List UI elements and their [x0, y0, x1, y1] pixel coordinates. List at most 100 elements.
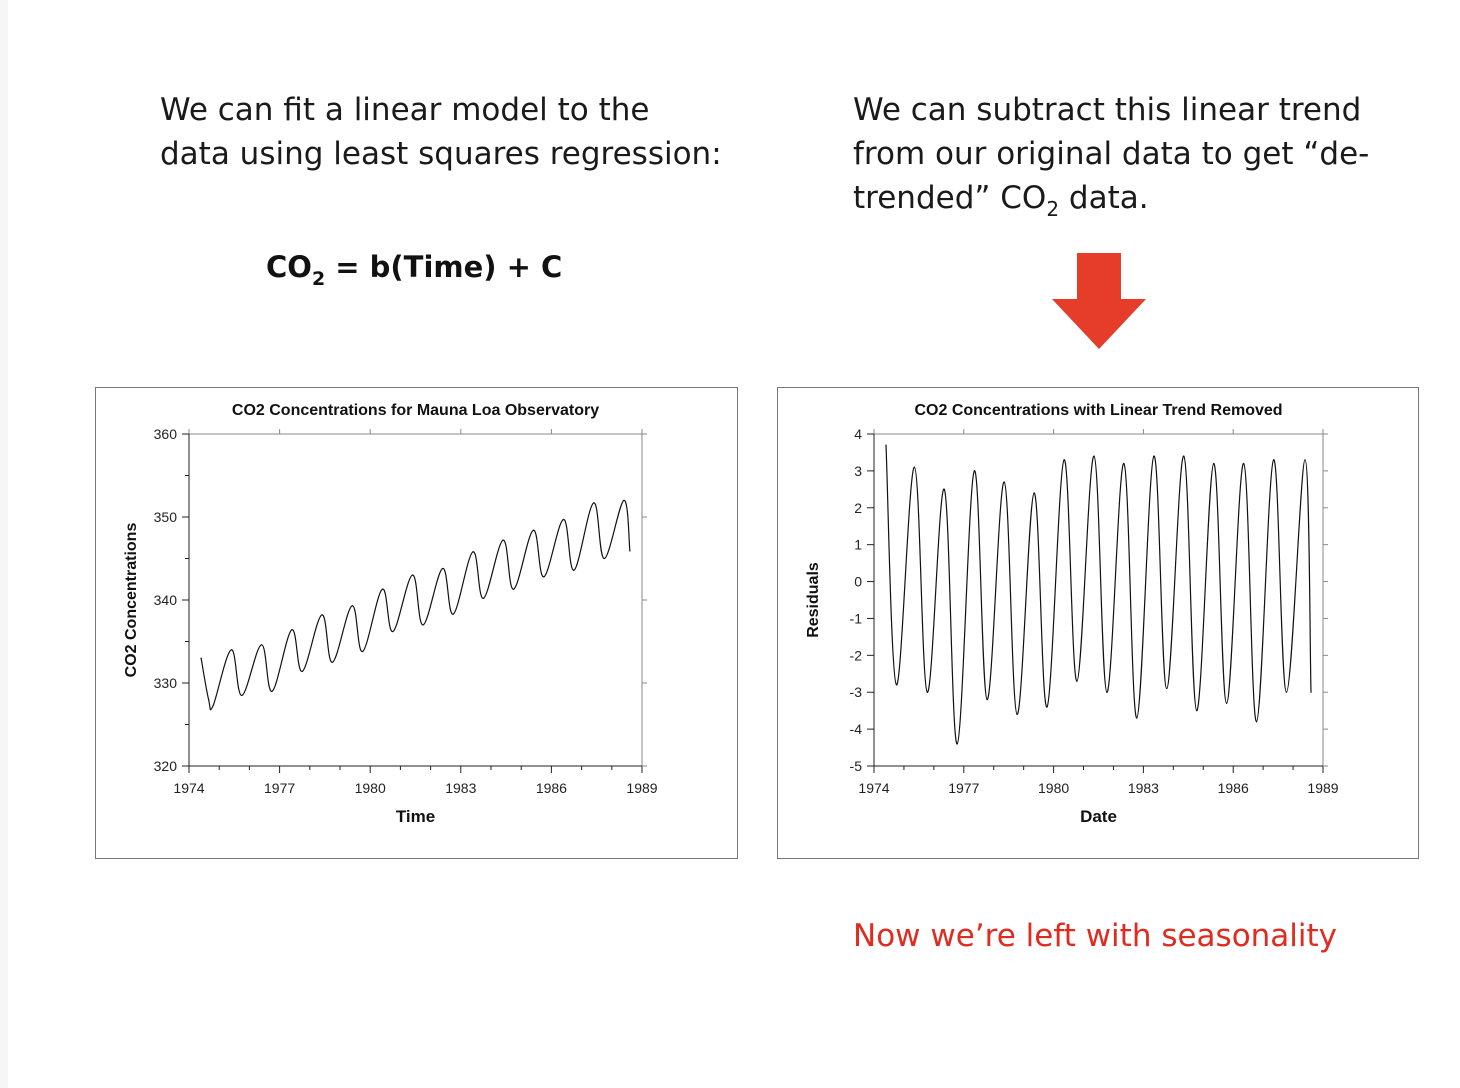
right-paragraph-text: trended” CO — [853, 180, 1047, 216]
data-point — [271, 690, 273, 692]
right-paragraph-text: data. — [1059, 180, 1149, 216]
data-point — [603, 557, 605, 560]
x-tick-label: 1986 — [536, 780, 567, 796]
data-point — [1213, 462, 1215, 465]
y-tick-label: 330 — [154, 675, 178, 691]
x-tick-label: 1980 — [355, 780, 386, 796]
regression-equation: CO2 = b(Time) + C — [266, 250, 562, 290]
x-tick-label: 1989 — [626, 780, 657, 796]
data-point — [986, 699, 988, 701]
data-point — [502, 539, 504, 541]
data-point — [1153, 455, 1155, 457]
data-point — [1136, 717, 1138, 719]
residuals-chart-svg: CO2 Concentrations with Linear Trend Rem… — [805, 402, 1339, 826]
data-point — [1273, 459, 1275, 461]
slide: We can fit a linear model to the data us… — [8, 0, 1460, 1088]
y-tick-label: 3 — [854, 463, 862, 479]
data-point — [513, 588, 515, 590]
data-point — [381, 588, 383, 590]
data-point — [1166, 687, 1168, 690]
y-tick-label: 340 — [154, 592, 178, 608]
data-point — [301, 670, 303, 672]
data-point — [885, 444, 887, 446]
data-point — [943, 488, 945, 490]
series-line — [885, 445, 1312, 745]
data-point — [452, 613, 454, 615]
right-paragraph-line: from our original data to get “de- — [853, 136, 1370, 172]
data-point — [532, 529, 534, 531]
series-line — [200, 499, 631, 711]
data-point — [1304, 459, 1306, 461]
y-tick-label: 4 — [854, 426, 862, 442]
equation-rhs: = b(Time) + C — [325, 250, 563, 284]
chart-title: CO2 Concentrations with Linear Trend Rem… — [914, 402, 1282, 419]
data-point — [321, 614, 323, 616]
data-point — [291, 629, 293, 631]
residuals-chart: CO2 Concentrations with Linear Trend Rem… — [777, 387, 1419, 859]
equation-lhs: CO — [266, 250, 312, 284]
data-point — [562, 518, 565, 521]
x-tick-label: 1989 — [1307, 780, 1338, 796]
y-tick-label: -3 — [850, 684, 863, 700]
right-paragraph-line: We can subtract this linear trend — [853, 92, 1362, 128]
data-point — [1106, 691, 1108, 693]
data-point — [926, 691, 928, 693]
subscript: 2 — [1046, 197, 1060, 221]
x-tick-label: 1977 — [264, 780, 295, 796]
data-point — [1123, 462, 1125, 465]
y-tick-label: -2 — [850, 647, 863, 663]
data-point — [472, 551, 474, 553]
data-point — [1063, 459, 1065, 461]
x-tick-label: 1974 — [858, 780, 889, 796]
y-axis-label: CO2 Concentrations — [123, 523, 140, 678]
right-paragraph: We can subtract this linear trend from o… — [853, 88, 1413, 231]
y-tick-label: -1 — [850, 610, 863, 626]
x-tick-label: 1974 — [173, 780, 204, 796]
y-tick-label: 320 — [154, 758, 178, 774]
y-tick-label: 350 — [154, 509, 178, 525]
data-point — [913, 466, 916, 468]
data-point — [1093, 455, 1095, 457]
data-point — [1310, 691, 1312, 693]
data-point — [543, 576, 545, 578]
left-paragraph: We can fit a linear model to the data us… — [160, 88, 722, 176]
y-tick-label: 1 — [854, 537, 862, 553]
data-point — [208, 699, 210, 701]
x-tick-label: 1983 — [1128, 780, 1159, 796]
data-point — [442, 567, 444, 570]
left-paragraph-line: data using least squares regression: — [160, 136, 722, 172]
data-point — [1243, 462, 1245, 465]
data-point — [593, 502, 595, 504]
data-point — [331, 661, 334, 663]
data-point — [629, 550, 631, 552]
data-point — [1076, 680, 1078, 682]
x-tick-label: 1986 — [1218, 780, 1249, 796]
subscript: 2 — [311, 268, 326, 290]
x-tick-label: 1980 — [1038, 780, 1069, 796]
x-tick-label: 1983 — [445, 780, 476, 796]
data-point — [230, 649, 232, 651]
y-tick-label: -4 — [850, 721, 863, 737]
data-point — [1196, 710, 1198, 712]
x-axis-label: Time — [396, 807, 435, 826]
data-point — [1226, 702, 1228, 704]
left-paragraph-line: We can fit a linear model to the — [160, 92, 650, 128]
data-point — [1255, 721, 1258, 723]
y-axis-label: Residuals — [805, 562, 822, 638]
x-tick-label: 1977 — [948, 780, 979, 796]
data-point — [1285, 691, 1288, 693]
right-paragraph-line: trended” CO2 data. — [853, 176, 1413, 231]
data-point — [212, 704, 214, 707]
data-point — [411, 574, 414, 576]
data-point — [1016, 713, 1018, 715]
data-point — [392, 630, 394, 633]
down-arrow-icon — [1052, 253, 1146, 349]
y-tick-label: 360 — [154, 426, 178, 442]
data-point — [623, 499, 625, 501]
data-point — [573, 569, 575, 571]
x-axis-label: Date — [1080, 807, 1117, 826]
data-point — [895, 684, 898, 686]
chart-title: CO2 Concentrations for Mauna Loa Observa… — [232, 402, 599, 419]
conclusion-text: Now we’re left with seasonality — [853, 918, 1338, 954]
data-point — [422, 624, 424, 626]
